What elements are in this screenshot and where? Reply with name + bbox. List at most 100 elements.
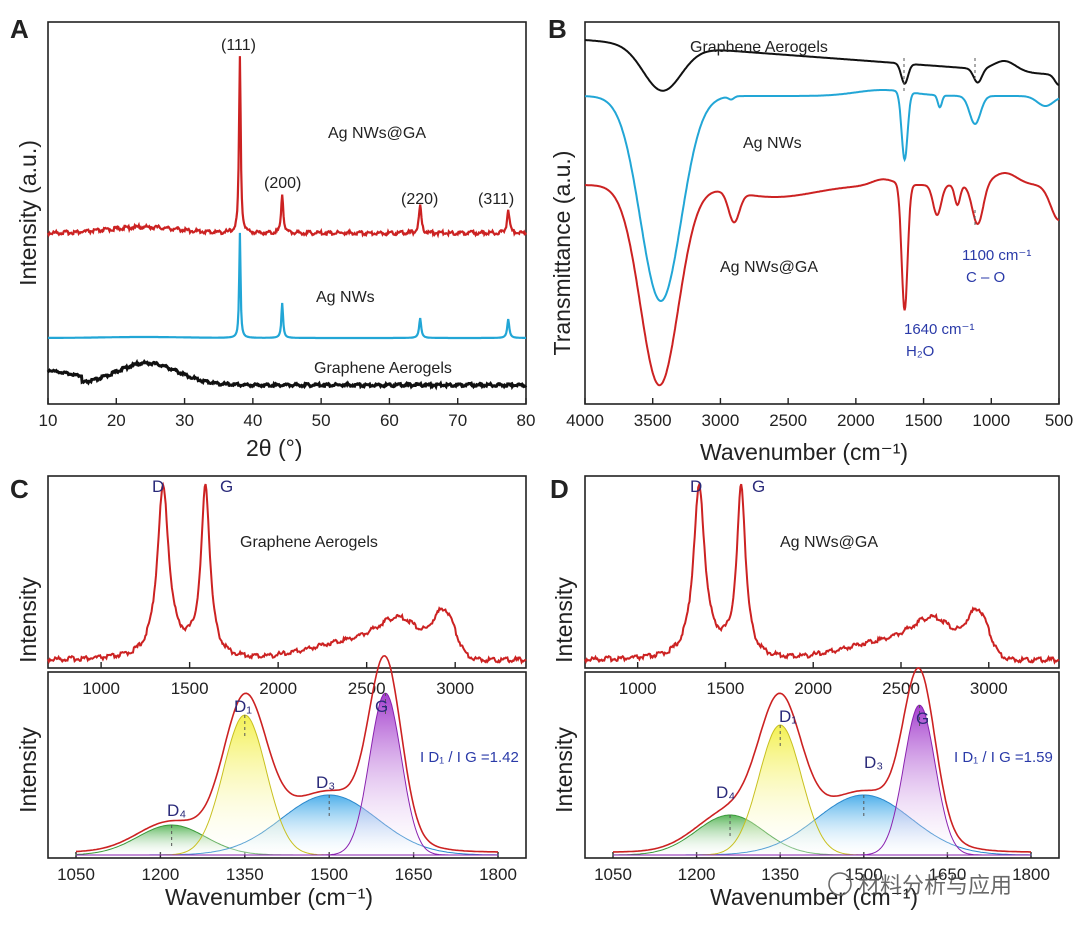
peak-label-220: (220): [401, 191, 438, 208]
d-bottom-tick-label: 1350: [761, 865, 799, 884]
panel-d-top-frame: [584, 475, 1060, 669]
a-x-tick-label: 50: [312, 411, 331, 430]
panel-b-frame: [584, 21, 1060, 405]
series-ag-nws-ir: [585, 89, 1060, 303]
d-fit-g: [613, 704, 1031, 856]
series-d-raman-spectrum: [584, 481, 1060, 665]
d-top-tick-label: 1500: [707, 679, 745, 698]
c-top-tick-label: 1500: [171, 679, 209, 698]
peak-label-311: (311): [478, 191, 514, 208]
b-x-tick-label: 3000: [702, 411, 740, 430]
d-bottom-tick-label: 1800: [1012, 865, 1050, 884]
x-axis-title-a: 2θ (°): [246, 435, 303, 461]
panel-b-ftir: 4000 3500 3000 2500 2000 1500 1000 500 Graphene…: [549, 21, 1073, 465]
b-x-tick-label: 2000: [837, 411, 875, 430]
b-x-tick-label: 3500: [634, 411, 672, 430]
annot-co: C – O: [966, 269, 1005, 286]
d-fit-label-g: G: [916, 709, 929, 728]
panel-letter-c: C: [10, 474, 29, 504]
panel-d-raman: 1000 1500 2000 2500 3000 1050 1200 1350 1500 1650…: [551, 475, 1060, 910]
d-top-peak-g: G: [752, 477, 765, 496]
d-bottom-tick-label: 1200: [678, 865, 716, 884]
c-fit-label-d3: D₃: [316, 773, 335, 792]
peak-label-200: (200): [264, 175, 301, 192]
d-top-tick-label: 2000: [794, 679, 832, 698]
y-axis-title-a: Intensity (a.u.): [15, 140, 41, 286]
c-bottom-tick-label: 1800: [479, 865, 517, 884]
series-ag-nws-ga-ir: [585, 172, 1060, 387]
y-axis-title-b: Transmittance (a.u.): [549, 151, 575, 356]
c-bottom-tick-label: 1350: [226, 865, 264, 884]
c-sample-title: Graphene Aerogels: [240, 534, 378, 551]
panel-c-raman: 1000 1500 2000 2500 3000 1050 1200 1350 1500 1650…: [15, 475, 527, 910]
legend-ag-nws: Ag NWs: [316, 289, 375, 306]
y-axis-title-c-bottom: Intensity: [15, 727, 41, 813]
legend-ag-nws-ga: Ag NWs@GA: [328, 125, 426, 142]
watermark: 材料分析与应用: [828, 872, 1012, 899]
legend-b-graphene-aerogels: Graphene Aerogels: [690, 39, 828, 56]
series-ag-nws-xrd: [48, 232, 526, 340]
panel-a-xrd: 10 20 30 40 50 60 70 80 (111) (200) (220) (311)…: [15, 21, 536, 461]
c-top-tick-label: 3000: [436, 679, 474, 698]
c-top-peak-d: D: [152, 477, 164, 496]
b-x-tick-label: 2500: [769, 411, 807, 430]
c-fit-d1: [76, 714, 498, 856]
c-top-tick-label: 1000: [82, 679, 120, 698]
c-fit-label-d1: D₁: [234, 697, 252, 716]
c-top-peak-g: G: [220, 477, 233, 496]
d-bottom-tick-label: 1650: [928, 865, 966, 884]
panel-c-bottom-frame: [47, 671, 527, 859]
c-bottom-tick-label: 1650: [395, 865, 433, 884]
a-x-tick-label: 80: [517, 411, 536, 430]
d-top-tick-label: 1000: [619, 679, 657, 698]
d-fit-label-d4: D₄: [716, 783, 735, 802]
series-graphene-aerogels-ir: [584, 39, 1060, 92]
annot-1640: 1640 cm⁻¹: [904, 321, 974, 338]
legend-graphene-aerogels: Graphene Aerogels: [314, 360, 452, 377]
d-top-tick-label: 2500: [882, 679, 920, 698]
panel-letter-d: D: [550, 474, 569, 504]
c-top-tick-label: 2000: [259, 679, 297, 698]
a-x-tick-label: 30: [175, 411, 194, 430]
c-bottom-tick-label: 1500: [310, 865, 348, 884]
series-ag-nws-ga-xrd: [46, 56, 527, 239]
c-fit-label-g: G: [375, 697, 388, 716]
series-d-fit-envelope: [613, 667, 1031, 853]
c-bottom-tick-label: 1200: [141, 865, 179, 884]
d-bottom-tick-label: 1050: [594, 865, 632, 884]
series-c-fit-envelope: [76, 654, 498, 853]
legend-b-ag-nws-ga: Ag NWs@GA: [720, 259, 818, 276]
peak-label-111: (111): [221, 37, 256, 54]
c-top-tick-label: 2500: [348, 679, 386, 698]
d-top-peak-d: D: [690, 477, 702, 496]
a-x-tick-label: 60: [380, 411, 399, 430]
a-x-tick-label: 70: [448, 411, 467, 430]
series-graphene-aerogels-xrd: [46, 358, 528, 391]
panel-a-frame: [47, 21, 527, 405]
watermark-text: 材料分析与应用: [858, 874, 1012, 899]
panel-letter-a: A: [10, 14, 29, 44]
y-axis-title-d-bottom: Intensity: [551, 727, 577, 813]
c-fit-label-d4: D₄: [167, 801, 186, 820]
y-axis-title-c-top: Intensity: [15, 577, 41, 663]
b-x-tick-label: 1500: [905, 411, 943, 430]
legend-b-ag-nws: Ag NWs: [743, 135, 802, 152]
d-top-tick-label: 3000: [970, 679, 1008, 698]
b-x-tick-label: 1000: [972, 411, 1010, 430]
c-fit-g: [76, 692, 498, 856]
d-fit-label-d3: D₃: [864, 753, 883, 772]
c-bottom-tick-label: 1050: [57, 865, 95, 884]
d-fit-label-d1: D₁: [779, 707, 797, 726]
x-axis-title-b: Wavenumber (cm⁻¹): [700, 439, 908, 465]
annot-1100: 1100 cm⁻¹: [962, 247, 1031, 264]
d-bottom-tick-label: 1500: [845, 865, 883, 884]
a-x-tick-label: 20: [107, 411, 126, 430]
d-ratio: I D₁ / I G =1.59: [954, 749, 1053, 766]
b-x-tick-label: 500: [1045, 411, 1073, 430]
series-c-raman-spectrum: [47, 481, 527, 665]
annot-h2o: H₂O: [906, 343, 934, 360]
b-x-tick-label: 4000: [566, 411, 604, 430]
panel-d-bottom-frame: [584, 671, 1060, 859]
d-sample-title: Ag NWs@GA: [780, 534, 878, 551]
